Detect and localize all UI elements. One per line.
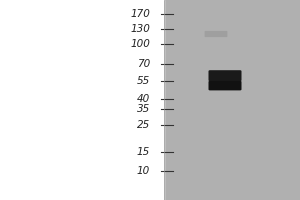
- Text: 170: 170: [130, 9, 150, 19]
- Text: 55: 55: [137, 76, 150, 86]
- FancyBboxPatch shape: [208, 81, 242, 90]
- Bar: [0, 0, 164, 200]
- Text: 15: 15: [137, 147, 150, 157]
- Text: 40: 40: [137, 94, 150, 104]
- Text: 10: 10: [137, 166, 150, 176]
- FancyBboxPatch shape: [205, 31, 227, 37]
- FancyBboxPatch shape: [208, 70, 242, 81]
- Text: 130: 130: [130, 24, 150, 34]
- Text: 25: 25: [137, 120, 150, 130]
- Bar: [164, 0, 300, 200]
- Text: 35: 35: [137, 104, 150, 114]
- Text: 70: 70: [137, 59, 150, 69]
- Text: 100: 100: [130, 39, 150, 49]
